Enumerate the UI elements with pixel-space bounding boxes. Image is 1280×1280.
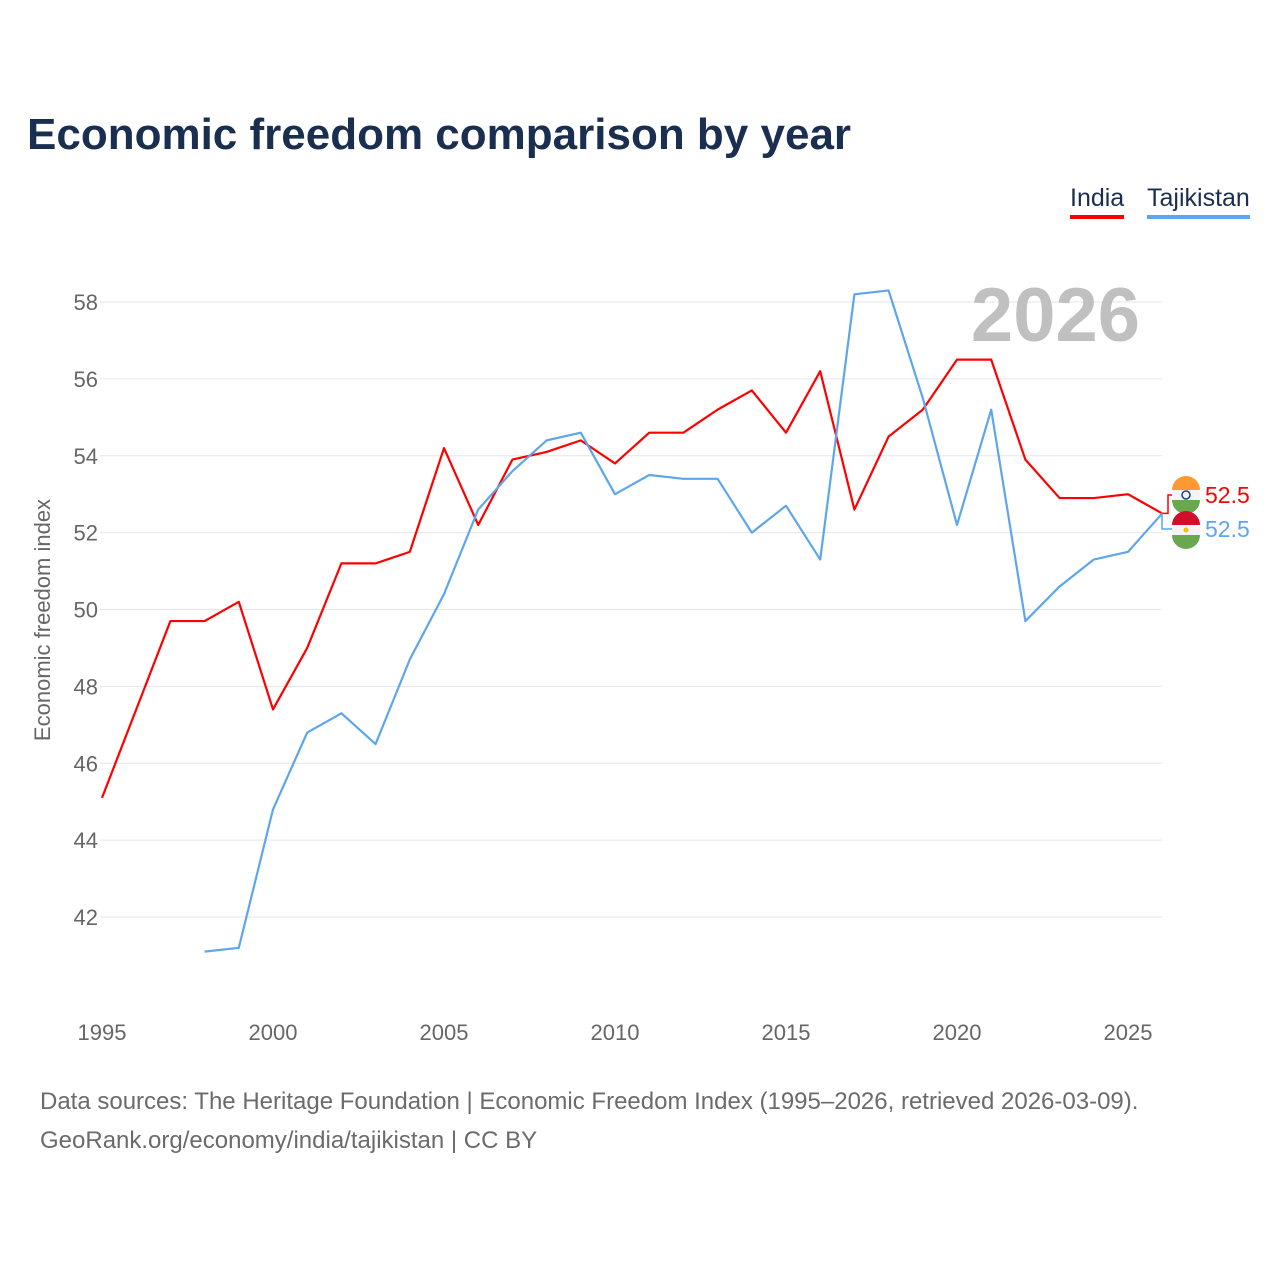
footer-credit[interactable]: GeoRank.org/economy/india/tajikistan | C…: [40, 1127, 538, 1154]
y-tick-label: 56: [74, 367, 98, 392]
x-tick-label: 2025: [1104, 1020, 1153, 1045]
label-connector: [1161, 512, 1174, 530]
label-connector: [1162, 494, 1174, 515]
x-tick-label: 2000: [249, 1020, 298, 1045]
flag-band: [1172, 535, 1200, 549]
y-tick-label: 50: [74, 598, 98, 623]
end-label-india: 52.5: [1205, 482, 1250, 508]
crown: [1183, 527, 1189, 533]
x-tick-label: 2020: [933, 1020, 982, 1045]
tajikistan-flag-icon: [1172, 511, 1200, 549]
y-tick-label: 48: [74, 674, 98, 699]
legend-india[interactable]: India: [1070, 184, 1125, 219]
legend-tajikistan[interactable]: Tajikistan: [1147, 184, 1250, 219]
x-tick-label: 2005: [420, 1020, 469, 1045]
chart-title: Economic freedom comparison by year: [27, 110, 852, 159]
india-flag-icon: [1172, 476, 1200, 514]
x-tick-label: 1995: [78, 1020, 127, 1045]
y-tick-label: 52: [74, 521, 98, 546]
y-tick-label: 54: [74, 444, 98, 469]
series-line-tajikistan: [204, 289, 1164, 953]
x-tick-label: 2010: [591, 1020, 640, 1045]
flag-band: [1172, 476, 1200, 490]
y-tick-label: 58: [74, 290, 98, 315]
end-label-tajikistan: 52.5: [1205, 516, 1250, 542]
y-tick-label: 42: [74, 905, 98, 930]
y-tick-label: 44: [74, 828, 98, 853]
footer-sources: Data sources: The Heritage Foundation | …: [40, 1088, 1139, 1115]
y-axis-label: Economic freedom index: [30, 499, 55, 741]
flag-band: [1172, 500, 1200, 514]
flag-band: [1172, 511, 1200, 525]
year-watermark: 2026: [971, 273, 1140, 358]
chakra: [1181, 490, 1191, 500]
series-line-india: [100, 358, 1163, 799]
y-tick-label: 46: [74, 751, 98, 776]
x-tick-label: 2015: [762, 1020, 811, 1045]
